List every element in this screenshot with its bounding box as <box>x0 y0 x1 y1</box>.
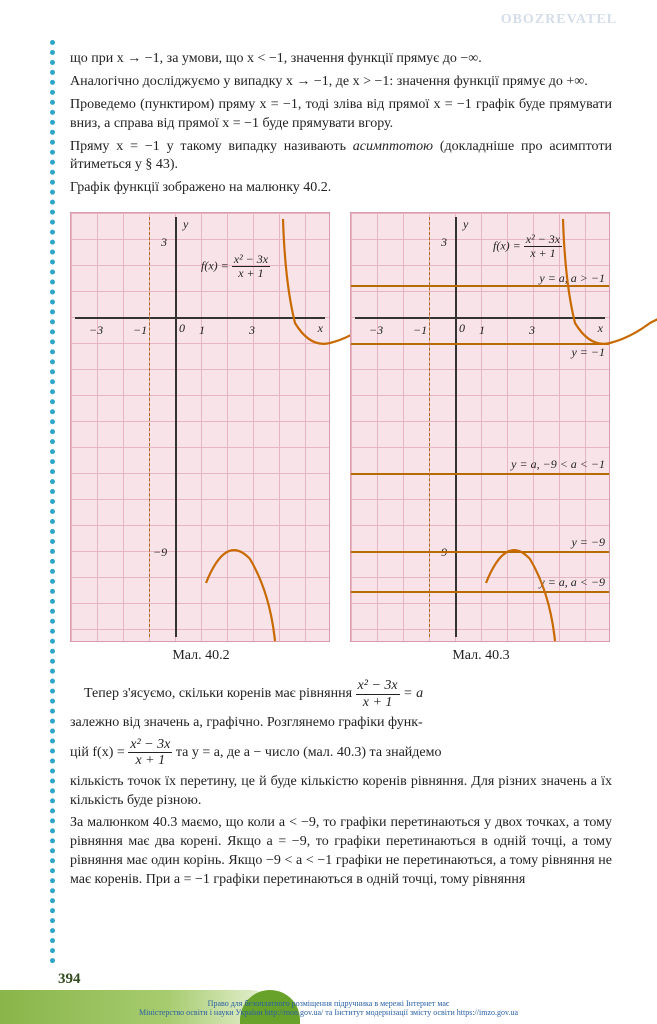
p4-b: асимптотою <box>353 139 433 154</box>
asymptote-line <box>149 217 150 637</box>
y-axis <box>455 217 457 637</box>
p6-den: x + 1 <box>356 695 400 710</box>
paragraph-1: що при x → −1, за умови, що x < −1, знач… <box>70 50 612 69</box>
xtick-n1: −1 <box>133 323 147 338</box>
paragraph-6: Тепер з'ясуємо, скільки коренів має рівн… <box>70 678 612 710</box>
paragraph-2: Аналогічно досліджуємо у випадку x → −1,… <box>70 73 612 92</box>
figure-40-3: y x 0 −3 −1 1 3 3 −9 f(x) = x² − 3x x + … <box>350 212 612 664</box>
paragraph-3: Проведемо (пунктиром) пряму x = −1, тоді… <box>70 96 612 134</box>
ytick-3: 3 <box>441 235 447 250</box>
caption-40-2: Мал. 40.2 <box>70 648 332 664</box>
paragraph-9: кількість точок їх перетину, це й буде к… <box>70 773 612 811</box>
y-axis-label: y <box>463 217 468 232</box>
plot-40-3: y x 0 −3 −1 1 3 3 −9 f(x) = x² − 3x x + … <box>350 212 610 642</box>
page-number: 394 <box>58 971 81 988</box>
origin-label: 0 <box>179 321 185 336</box>
origin-label: 0 <box>459 321 465 336</box>
p8-a: цій f(x) = <box>70 745 128 760</box>
p6-text: Тепер з'ясуємо, скільки коренів має рівн… <box>84 686 356 701</box>
ytick-3: 3 <box>161 235 167 250</box>
p6-frac: x² − 3x x + 1 <box>356 678 400 710</box>
ytick-n9: −9 <box>153 545 167 560</box>
watermark: OBOZREVATEL <box>501 12 617 28</box>
xtick-n3: −3 <box>89 323 103 338</box>
p4-a: Пряму x = −1 у такому випадку називають <box>70 139 353 154</box>
footer-line-2: Міністерство освіти і науки України http… <box>0 1008 657 1018</box>
y-axis-label: y <box>183 217 188 232</box>
figure-40-2: y x 0 −3 −1 1 3 3 −9 f(x) = x² − 3x x + … <box>70 212 332 664</box>
figures-row: y x 0 −3 −1 1 3 3 −9 f(x) = x² − 3x x + … <box>70 212 612 664</box>
footer: Право для безоплатного розміщення підруч… <box>0 999 657 1018</box>
p6-num: x² − 3x <box>356 678 400 694</box>
p8-num: x² − 3x <box>128 737 172 753</box>
paragraph-8: цій f(x) = x² − 3x x + 1 та y = a, де a … <box>70 737 612 769</box>
left-dotted-border <box>50 40 56 964</box>
paragraph-10: За малюнком 40.3 маємо, що коли a < −9, … <box>70 814 612 890</box>
p8-den: x + 1 <box>128 753 172 768</box>
caption-40-3: Мал. 40.3 <box>350 648 612 664</box>
p6-rhs: = a <box>400 686 423 701</box>
asymptote-line <box>429 217 430 637</box>
xtick-n1: −1 <box>413 323 427 338</box>
p8-frac: x² − 3x x + 1 <box>128 737 172 769</box>
page: OBOZREVATEL що при x → −1, за умови, що … <box>0 0 657 1024</box>
paragraph-5: Графік функції зображено на малюнку 40.2… <box>70 179 612 198</box>
paragraph-7: залежно від значень a, графічно. Розглян… <box>70 714 612 733</box>
ytick-n9: −9 <box>433 545 447 560</box>
y-axis <box>175 217 177 637</box>
p8-b: та y = a, де a − число (мал. 40.3) та зн… <box>176 745 442 760</box>
curve-left-40-3 <box>480 213 657 643</box>
plot-40-2: y x 0 −3 −1 1 3 3 −9 f(x) = x² − 3x x + … <box>70 212 330 642</box>
xtick-n3: −3 <box>369 323 383 338</box>
footer-line-1: Право для безоплатного розміщення підруч… <box>0 999 657 1009</box>
paragraph-4: Пряму x = −1 у такому випадку називають … <box>70 138 612 176</box>
